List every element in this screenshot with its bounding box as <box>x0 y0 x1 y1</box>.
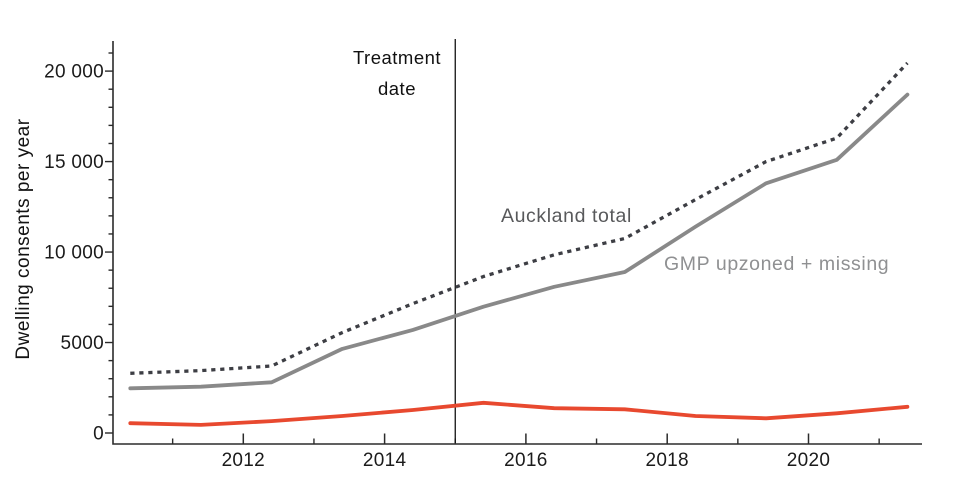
x-tick-label: 2016 <box>504 450 547 471</box>
y-axis-title: Dwelling consents per year <box>13 118 34 360</box>
treatment-date-annotation-line1: Treatment <box>352 47 442 68</box>
y-tick-label: 0 <box>93 424 104 445</box>
series-label-auckland-total: Auckland total <box>501 205 632 227</box>
series-auckland-total <box>130 61 909 375</box>
x-tick-label: 2014 <box>363 450 407 471</box>
y-tick-label: 10 000 <box>44 243 104 264</box>
axes <box>112 41 922 445</box>
x-tick-label: 2012 <box>222 450 265 471</box>
y-tick-label: 20 000 <box>44 62 104 83</box>
series-red-unlabeled <box>128 400 910 427</box>
series-gmp-upzoned-missing <box>128 92 910 391</box>
x-tick-label: 2018 <box>645 450 688 471</box>
treatment-date-annotation-line2: date <box>377 78 416 99</box>
treatment-date-annotation: Treatment date <box>338 42 456 104</box>
y-tick-label: 5000 <box>61 333 104 354</box>
x-tick-label: 2020 <box>787 450 830 471</box>
y-tick-label: 15 000 <box>44 152 104 173</box>
series-label-gmp-upzoned-missing: GMP upzoned + missing <box>664 253 890 275</box>
